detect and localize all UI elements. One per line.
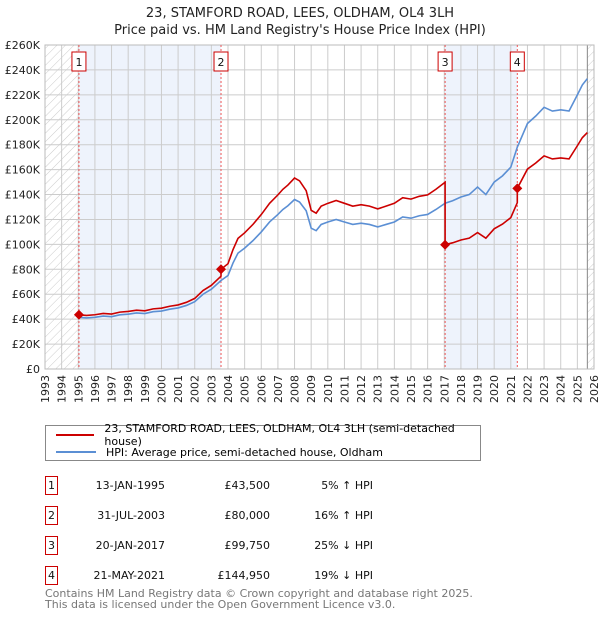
- x-tick-label: 2013: [372, 375, 385, 403]
- legend-swatch-property: [56, 434, 95, 436]
- chart-subtitle: Price paid vs. HM Land Registry's House …: [114, 23, 486, 38]
- y-tick-label: £160K: [5, 164, 41, 177]
- legend-label-hpi: HPI: Average price, semi-detached house,…: [106, 445, 383, 459]
- sale-point: [216, 264, 227, 275]
- sale-label-number: 3: [442, 56, 449, 69]
- sale-label-box: [213, 51, 229, 72]
- y-tick-label: £20K: [12, 338, 41, 351]
- y-tick-label: £60K: [12, 288, 41, 301]
- property-price-line: [78, 131, 588, 317]
- y-tick-label: £220K: [5, 89, 41, 102]
- x-tick-label: 2017: [438, 375, 451, 403]
- x-tick-label: 1995: [72, 375, 85, 403]
- x-tick-label: 2025: [571, 375, 584, 403]
- footer-licence: This data is licensed under the Open Gov…: [45, 598, 396, 611]
- price-chart: 1993 1994 1995 1996 1997 1998 1999 2000 2001 2002…: [5, 39, 600, 403]
- sale-label-number: 4: [514, 56, 521, 69]
- x-tick-label: 2020: [488, 375, 501, 403]
- x-tick-label: 1993: [39, 375, 52, 403]
- sale-label-box: [437, 51, 453, 72]
- x-tick-label: 2021: [505, 375, 518, 403]
- x-tick-label: 1996: [89, 375, 102, 403]
- x-tick-label: 2004: [222, 375, 235, 403]
- hatched-region: [587, 45, 594, 369]
- x-tick-label: 2012: [355, 375, 368, 403]
- x-tick-label: 2007: [272, 375, 285, 403]
- sale-number-badge: 3: [45, 536, 58, 555]
- sale-label-box: [509, 51, 525, 72]
- y-tick-label: £120K: [5, 213, 41, 226]
- x-tick-label: 2009: [305, 375, 318, 403]
- sale-label-number: 2: [218, 56, 225, 69]
- x-tick-label: 1998: [122, 375, 135, 403]
- y-tick-label: £0: [26, 363, 40, 376]
- sale-hpi-diff: 19% ↓ HPI: [314, 569, 373, 582]
- x-tick-label: 2019: [472, 375, 485, 403]
- sale-price: £80,000: [224, 509, 271, 522]
- legend: 23, STAMFORD ROAD, LEES, OLDHAM, OL4 3LH…: [45, 422, 481, 461]
- y-tick-label: £180K: [5, 139, 41, 152]
- x-tick-label: 2016: [422, 375, 435, 403]
- plot-border: [44, 44, 595, 370]
- sale-label-box: [71, 51, 87, 72]
- x-tick-label: 2023: [538, 375, 551, 403]
- y-tick-label: £100K: [5, 238, 41, 251]
- x-tick-label: 2010: [322, 375, 335, 403]
- sale-date: 13-JAN-1995: [95, 479, 165, 492]
- sale-hpi-diff: 25% ↓ HPI: [314, 539, 373, 552]
- hpi-line: [78, 78, 588, 319]
- x-tick-label: 1997: [106, 375, 119, 403]
- sale-date: 20-JAN-2017: [95, 539, 165, 552]
- sale-date: 21-MAY-2021: [93, 569, 165, 582]
- y-tick-label: £200K: [5, 114, 41, 127]
- x-tick-label: 2005: [239, 375, 252, 403]
- sale-price: £99,750: [224, 539, 271, 552]
- x-tick-label: 2006: [255, 375, 268, 403]
- x-tick-label: 1994: [56, 375, 69, 403]
- x-tick-label: 2003: [205, 375, 218, 403]
- footer-copyright: Contains HM Land Registry data © Crown c…: [45, 587, 473, 600]
- x-tick-label: 2008: [289, 375, 302, 403]
- x-tick-label: 2011: [338, 375, 351, 403]
- x-tick-label: 2015: [405, 375, 418, 403]
- x-tick-label: 2001: [172, 375, 185, 403]
- x-tick-label: 2022: [521, 375, 534, 403]
- y-tick-label: £240K: [5, 64, 41, 77]
- sale-price: £144,950: [217, 569, 271, 582]
- y-tick-label: £140K: [5, 189, 41, 202]
- sale-number-badge: 1: [45, 476, 58, 495]
- sale-price: £43,500: [224, 479, 271, 492]
- sale-hpi-diff: 16% ↑ HPI: [314, 509, 373, 522]
- x-tick-label: 2002: [189, 375, 202, 403]
- x-tick-label: 2000: [155, 375, 168, 403]
- legend-item-hpi: HPI: Average price, semi-detached house,…: [46, 444, 383, 460]
- x-tick-label: 2026: [588, 375, 600, 403]
- sale-number-badge: 2: [45, 506, 58, 525]
- sale-label-number: 1: [75, 56, 82, 69]
- sale-point: [512, 183, 523, 194]
- x-tick-label: 2018: [455, 375, 468, 403]
- legend-swatch-hpi: [56, 451, 96, 453]
- sale-date: 31-JUL-2003: [97, 509, 165, 522]
- sale-number-badge: 4: [45, 566, 58, 585]
- shaded-period: [445, 45, 518, 369]
- chart-title: 23, STAMFORD ROAD, LEES, OLDHAM, OL4 3LH: [145, 6, 455, 21]
- legend-item-property: 23, STAMFORD ROAD, LEES, OLDHAM, OL4 3LH…: [46, 422, 480, 448]
- x-tick-label: 2014: [388, 375, 401, 403]
- x-tick-label: 1999: [139, 375, 152, 403]
- sale-point: [440, 239, 451, 250]
- y-tick-label: £40K: [12, 313, 41, 326]
- legend-label-property: 23, STAMFORD ROAD, LEES, OLDHAM, OL4 3LH…: [104, 422, 455, 448]
- x-tick-label: 2024: [555, 375, 568, 403]
- y-tick-label: £260K: [5, 39, 41, 52]
- sale-hpi-diff: 5% ↑ HPI: [321, 479, 373, 492]
- sale-point: [73, 309, 84, 320]
- shaded-period: [78, 45, 222, 369]
- y-tick-label: £80K: [12, 263, 41, 276]
